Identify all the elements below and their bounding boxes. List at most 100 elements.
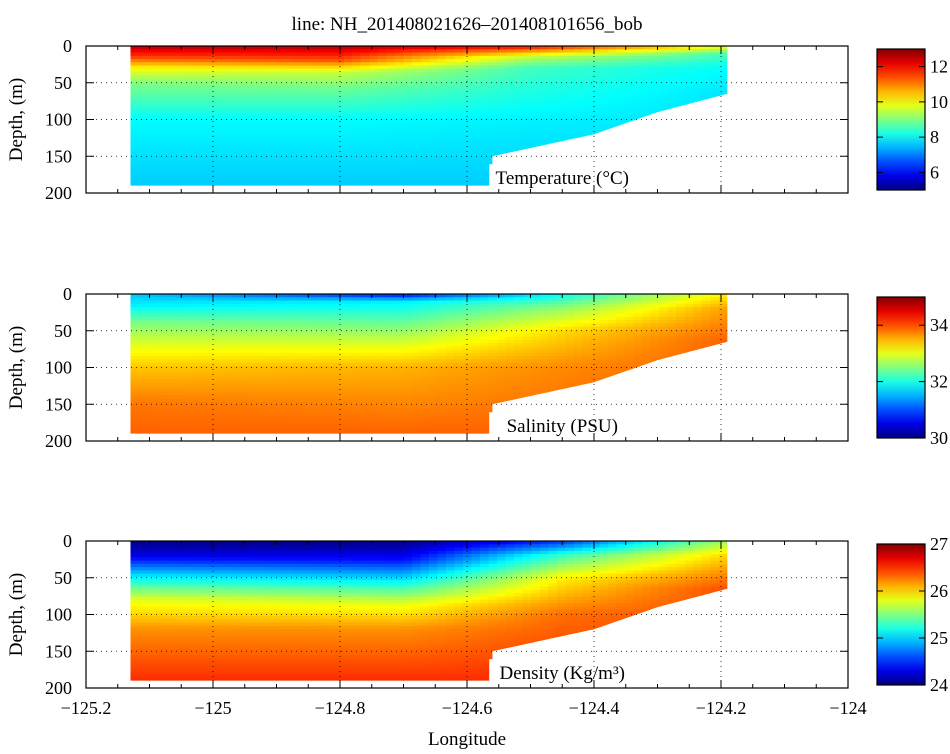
- field-cell: [463, 147, 473, 152]
- field-cell: [633, 91, 643, 96]
- field-cell: [437, 401, 447, 406]
- field-cell: [343, 421, 353, 426]
- field-cell: [590, 78, 601, 83]
- field-cell: [198, 431, 208, 434]
- field-cell: [335, 52, 345, 57]
- field-cell: [164, 91, 174, 96]
- field-cell: [514, 323, 524, 328]
- field-cell: [190, 408, 200, 413]
- field-cell: [480, 59, 490, 63]
- field-cell: [283, 359, 294, 364]
- field-cell: [488, 356, 498, 360]
- field-cell: [463, 163, 473, 168]
- field-cell: [676, 59, 686, 63]
- field-cell: [335, 395, 345, 400]
- field-cell: [283, 385, 294, 390]
- field-cell: [181, 401, 191, 406]
- field-cell: [505, 121, 515, 125]
- field-cell: [480, 144, 490, 148]
- field-cell: [710, 101, 720, 106]
- field-cell: [531, 385, 541, 390]
- field-cell: [514, 127, 524, 132]
- field-cell: [326, 424, 336, 429]
- field-cell: [565, 91, 575, 96]
- field-cell: [573, 104, 583, 109]
- field-cell: [531, 372, 541, 377]
- field-cell: [249, 46, 259, 50]
- field-cell: [497, 372, 507, 377]
- field-cell: [147, 121, 157, 125]
- field-cell: [283, 401, 294, 406]
- field-cell: [590, 88, 601, 93]
- field-cell: [224, 95, 234, 99]
- field-cell: [420, 65, 430, 70]
- field-cell: [266, 333, 277, 338]
- field-cell: [190, 329, 200, 334]
- field-cell: [360, 398, 370, 403]
- field-cell: [283, 68, 294, 73]
- field-cell: [437, 49, 447, 54]
- field-cell: [548, 339, 558, 344]
- field-cell: [420, 320, 430, 324]
- field-cell: [642, 46, 652, 50]
- field-cell: [497, 310, 507, 315]
- field-cell: [548, 303, 558, 308]
- field-cell: [360, 378, 370, 383]
- field-cell: [428, 310, 439, 315]
- field-cell: [437, 176, 447, 181]
- field-cell: [318, 431, 328, 434]
- field-cell: [352, 378, 362, 383]
- field-cell: [309, 395, 319, 400]
- field-cell: [164, 385, 174, 390]
- field-cell: [718, 78, 728, 83]
- field-cell: [650, 72, 660, 76]
- field-cell: [352, 163, 362, 168]
- field-cell: [241, 163, 251, 168]
- field-cell: [650, 98, 660, 103]
- field-cell: [471, 421, 481, 426]
- field-cell: [582, 75, 592, 80]
- field-cell: [394, 408, 404, 413]
- field-cell: [599, 130, 609, 135]
- field-cell: [582, 81, 592, 86]
- field-cell: [454, 127, 464, 132]
- field-cell: [249, 144, 259, 148]
- field-cell: [156, 140, 166, 145]
- field-cell: [232, 401, 242, 406]
- field-cell: [292, 414, 302, 419]
- field-cell: [156, 170, 166, 174]
- field-cell: [156, 46, 166, 50]
- field-cell: [130, 313, 140, 318]
- field-cell: [428, 62, 439, 67]
- field-cell: [173, 101, 183, 106]
- field-cell: [445, 395, 456, 400]
- field-cell: [625, 108, 635, 112]
- field-cell: [258, 59, 268, 63]
- field-cell: [147, 405, 157, 409]
- field-cell: [428, 333, 439, 338]
- field-cell: [386, 369, 396, 373]
- field-cell: [326, 91, 336, 96]
- field-cell: [173, 68, 183, 73]
- field-cell: [275, 62, 285, 67]
- field-cell: [198, 300, 208, 305]
- field-cell: [377, 134, 387, 139]
- field-cell: [283, 365, 294, 370]
- field-cell: [249, 127, 259, 132]
- field-cell: [582, 95, 592, 99]
- field-cell: [360, 362, 370, 367]
- field-cell: [198, 369, 208, 373]
- field-cell: [283, 414, 294, 419]
- field-cell: [360, 130, 370, 135]
- field-cell: [514, 401, 524, 406]
- field-cell: [650, 101, 660, 106]
- field-cell: [138, 378, 149, 383]
- field-cell: [505, 352, 515, 357]
- field-cell: [386, 418, 396, 422]
- field-cell: [642, 98, 652, 103]
- field-cell: [215, 365, 225, 370]
- field-cell: [326, 385, 336, 390]
- field-cell: [266, 140, 277, 145]
- field-cell: [437, 349, 447, 354]
- field-cell: [718, 52, 728, 57]
